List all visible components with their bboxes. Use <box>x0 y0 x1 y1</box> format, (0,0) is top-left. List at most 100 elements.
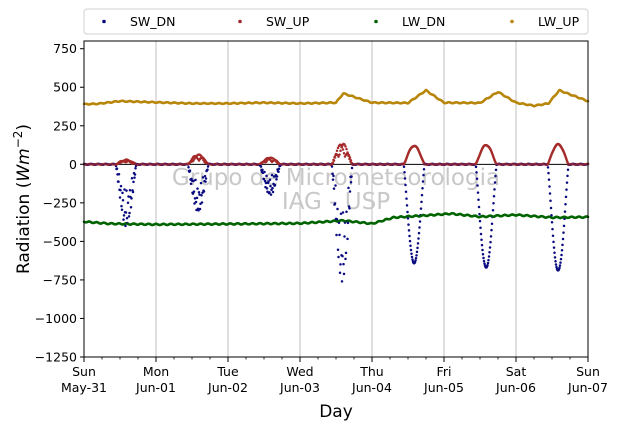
legend-marker-sw-dn <box>102 19 106 24</box>
sw-dn-point <box>548 185 551 188</box>
sw-dn-point <box>418 220 422 223</box>
sw-dn-point <box>417 237 420 240</box>
sw-dn-point <box>488 251 491 254</box>
sw-dn-point <box>407 223 410 226</box>
sw-dn-point <box>204 180 207 183</box>
sw-dn-point <box>117 173 121 176</box>
sw-up-point <box>339 149 342 152</box>
sw-dn-point <box>193 197 197 200</box>
sw-dn-point <box>550 213 553 217</box>
x-tick-label-date: Jun-04 <box>351 380 392 395</box>
sw-dn-point <box>561 243 564 247</box>
sw-dn-point <box>204 177 208 180</box>
sw-dn-point <box>487 258 490 262</box>
sw-dn-point <box>344 257 347 261</box>
sw-dn-point <box>335 233 338 237</box>
sw-dn-point <box>124 224 127 228</box>
sw-dn-point <box>341 254 344 258</box>
x-tick-label-day: Sun <box>576 364 600 379</box>
sw-dn-point <box>131 190 135 194</box>
sw-dn-point <box>482 259 486 263</box>
sw-dn-point <box>206 165 210 168</box>
sw-dn-point <box>551 227 554 231</box>
sw-dn-point <box>133 173 137 176</box>
sw-dn-point <box>332 174 335 178</box>
sw-dn-point <box>409 244 412 248</box>
sw-dn-point <box>494 174 497 178</box>
x-tick-label-day: Fri <box>437 364 452 379</box>
sw-dn-point <box>489 240 492 244</box>
y-axis-label-close: ) <box>14 124 34 131</box>
sw-dn-point <box>341 211 345 214</box>
sw-dn-point <box>478 219 482 223</box>
sw-dn-point <box>262 177 266 181</box>
sw-dn-point <box>416 242 420 245</box>
sw-dn-point <box>339 212 343 215</box>
sw-dn-point <box>563 210 567 213</box>
sw-dn-point <box>494 168 498 172</box>
y-tick-label: −250 <box>43 195 77 210</box>
legend-label-sw-dn: SW_DN <box>130 14 176 29</box>
sw-dn-point <box>476 191 480 194</box>
sw-up-point <box>343 143 346 146</box>
sw-dn-point <box>194 178 197 182</box>
sw-dn-point <box>333 202 337 205</box>
sw-dn-point <box>270 173 274 177</box>
sw-dn-point <box>192 179 195 183</box>
sw-dn-point <box>193 202 196 205</box>
sw-dn-point <box>417 231 421 235</box>
sw-up-point <box>344 145 347 148</box>
sw-dn-point <box>269 184 272 188</box>
sw-dn-point <box>127 195 130 198</box>
sw-dn-point <box>476 184 479 187</box>
sw-dn-point <box>404 190 408 194</box>
y-axis-label-exponent: −2 <box>11 131 25 149</box>
sw-dn-point <box>330 165 334 168</box>
sw-dn-point <box>350 166 354 170</box>
sw-dn-point <box>121 191 124 195</box>
sw-dn-point <box>197 191 201 194</box>
sw-up-point <box>349 159 353 162</box>
sw-dn-point <box>493 188 496 191</box>
sw-dn-point <box>547 171 550 175</box>
sw-up-point <box>335 149 339 153</box>
sw-dn-point <box>267 180 270 183</box>
sw-dn-point <box>271 186 274 190</box>
sw-dn-point <box>201 176 205 179</box>
sw-dn-point <box>407 229 411 232</box>
sw-dn-point <box>130 197 133 200</box>
sw-dn-point <box>121 199 125 202</box>
sw-dn-point <box>268 191 271 194</box>
x-tick-label-date: Jun-03 <box>279 380 320 395</box>
sw-dn-point <box>273 183 277 187</box>
sw-dn-point <box>564 202 567 206</box>
sw-dn-point <box>119 184 123 188</box>
x-tick-label-date: Jun-06 <box>495 380 536 395</box>
x-tick-label-date: Jun-02 <box>207 380 248 395</box>
sw-dn-point <box>338 233 341 237</box>
sw-dn-point <box>189 182 193 186</box>
sw-dn-point <box>332 187 336 190</box>
watermark: Grupo de Micrometeorologia IAG - USP <box>172 165 500 215</box>
sw-dn-point <box>566 168 570 172</box>
sw-dn-point <box>340 280 344 283</box>
x-tick-label-day: Mon <box>143 364 169 379</box>
sw-dn-point <box>122 214 126 217</box>
sw-dn-point <box>547 178 551 181</box>
sw-dn-point <box>481 253 485 256</box>
sw-dn-point <box>405 204 409 207</box>
sw-dn-point <box>192 190 196 193</box>
sw-dn-point <box>263 170 266 174</box>
sw-dn-point <box>196 187 199 190</box>
sw-dn-point <box>339 263 342 266</box>
watermark-line-1: Grupo de Micrometeorologia <box>172 165 500 191</box>
sw-dn-point <box>346 221 350 225</box>
sw-up-point <box>347 153 351 157</box>
sw-dn-point <box>486 261 490 265</box>
sw-dn-point <box>187 165 190 169</box>
sw-dn-point <box>410 255 414 259</box>
sw-dn-point <box>275 178 278 181</box>
sw-dn-point <box>420 193 424 197</box>
sw-dn-point <box>202 190 206 193</box>
y-tick-label: −1250 <box>35 350 77 365</box>
